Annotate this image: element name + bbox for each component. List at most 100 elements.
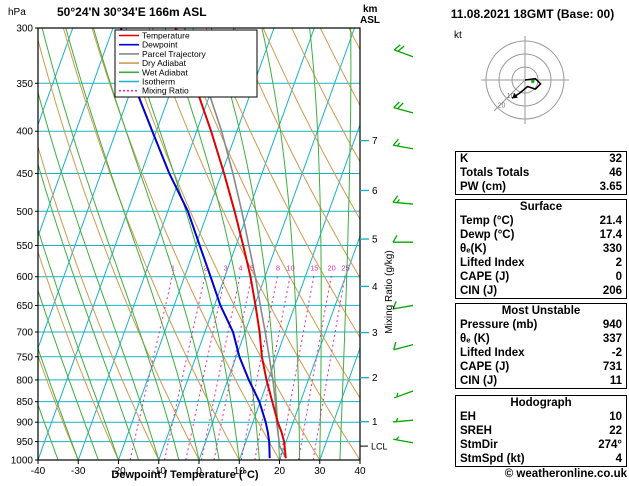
wind-barbs (392, 44, 414, 444)
svg-text:750: 750 (16, 352, 33, 363)
hodograph-ring-label: 20 (498, 102, 506, 109)
table-title: Surface (519, 201, 563, 213)
km-axis-label-asl: ASL (360, 15, 380, 26)
table-row-label: CAPE (J) (460, 361, 510, 373)
table-row-value: 2 (615, 257, 622, 269)
svg-text:20: 20 (328, 264, 336, 273)
svg-text:2: 2 (203, 264, 207, 273)
table-row-value: 206 (602, 285, 622, 297)
svg-text:3: 3 (224, 264, 228, 273)
plot-area (38, 28, 360, 460)
hodograph-ring (485, 40, 565, 120)
table-row-label: CAPE (J) (460, 271, 510, 283)
svg-text:0: 0 (196, 466, 202, 477)
temperature-curve (174, 28, 287, 459)
table-row: SREH 22 (456, 424, 626, 438)
hodograph-trace-arrow (512, 92, 518, 99)
table-row: Dewp (°C) 17.4 (456, 228, 626, 242)
hodograph-storm-marker (531, 79, 535, 83)
hodograph-diagonal-axis (493, 79, 526, 112)
svg-text:30: 30 (314, 466, 326, 477)
legend-item-label: Isotherm (142, 77, 175, 87)
svg-text:4: 4 (238, 264, 242, 273)
svg-text:800: 800 (16, 375, 33, 386)
hodograph-table: Hodograph EH 10 SREH 22 StmDir 274° StmSpd (kt)… (455, 395, 627, 467)
table-row-label: Lifted Index (460, 257, 525, 269)
svg-text:-20: -20 (111, 466, 126, 477)
svg-text:1: 1 (372, 417, 378, 428)
svg-text:40: 40 (354, 466, 366, 477)
table-row-value: 337 (602, 333, 622, 345)
svg-text:550: 550 (16, 241, 33, 252)
table-row-value: 3.65 (599, 181, 622, 193)
table-row: CAPE (J) 0 (456, 270, 626, 284)
svg-text:950: 950 (16, 437, 33, 448)
table-row-label: Temp (°C) (460, 215, 514, 227)
hodograph-ring-label: 10 (507, 93, 515, 100)
table-row-label: Totals Totals (460, 167, 530, 179)
table-row-label: StmSpd (kt) (460, 453, 525, 465)
indices-table: K 32 Totals Totals 46 PW (cm) 3.65 (455, 151, 627, 195)
table-row-label: θₑ (K) (460, 333, 490, 345)
table-row: CIN (J) 206 (456, 284, 626, 298)
most-unstable-table: Most Unstable Pressure (mb) 940 θₑ (K) 337 Li… (455, 303, 627, 389)
table-row-value: 22 (609, 425, 622, 437)
chart-layers: 1 2 3 4 5 8 10 15 20 2530035040045050055060065070… (11, 24, 414, 477)
x-axis-title: Dewpoint / Temperature (°C) (111, 469, 259, 481)
table-row-value: 32 (609, 153, 622, 165)
temp-tick-labels: -40 -30 -20 -10 0 10 20 30 40 (31, 460, 366, 477)
svg-text:25: 25 (341, 264, 349, 273)
svg-text:450: 450 (16, 169, 33, 180)
pressure-tick-labels: 300 350 400 450 500 550 600 650 700 750 800 850 900 9… (11, 24, 38, 467)
skewt-chart: 1 2 3 4 5 8 10 15 20 2530035040045050055060065070… (8, 4, 414, 481)
datetime-title: 11.08.2021 18GMT (Base: 00) (450, 7, 615, 21)
table-row: PW (cm) 3.65 (456, 180, 626, 194)
table-row-label: K (460, 153, 469, 165)
mixing-ratio-lines (129, 273, 346, 460)
table-row: K 32 (456, 152, 626, 166)
table-row: CAPE (J) 731 (456, 360, 626, 374)
table-row: Temp (°C) 21.4 (456, 214, 626, 228)
legend-item-label: Mixing Ratio (142, 86, 189, 96)
dewpoint-curve (120, 28, 271, 459)
table-row-value: 274° (598, 439, 622, 451)
table-row-value: 11 (609, 375, 622, 387)
table-row-value: 10 (609, 411, 622, 423)
svg-text:350: 350 (16, 79, 33, 90)
table-row-value: 940 (602, 319, 622, 331)
hodograph-ring (498, 53, 552, 107)
table-row-value: 46 (609, 167, 622, 179)
svg-text:-40: -40 (31, 466, 46, 477)
table-title: Hodograph (510, 397, 572, 409)
svg-text:4: 4 (372, 282, 378, 293)
svg-text:3: 3 (372, 328, 378, 339)
svg-text:650: 650 (16, 301, 33, 312)
svg-text:400: 400 (16, 127, 33, 138)
svg-text:7: 7 (372, 136, 378, 147)
svg-text:-30: -30 (71, 466, 86, 477)
svg-text:1: 1 (171, 264, 175, 273)
svg-text:5: 5 (372, 235, 378, 246)
table-row: θₑ(K) 330 (456, 242, 626, 256)
svg-text:1000: 1000 (11, 456, 34, 467)
table-row: Lifted Index 2 (456, 256, 626, 270)
svg-text:5: 5 (250, 264, 254, 273)
svg-text:2: 2 (372, 373, 378, 384)
table-row-value: 21.4 (599, 215, 622, 227)
legend-item-label: Dry Adiabat (142, 58, 187, 68)
table-row-label: θₑ(K) (460, 243, 487, 255)
legend-item-label: Dewpoint (142, 40, 178, 50)
table-row-label: CIN (J) (460, 285, 498, 297)
table-row: Lifted Index -2 (456, 346, 626, 360)
mixing-ratio-labels: 1 2 3 4 5 8 10 15 20 25 (171, 264, 350, 273)
svg-text:10: 10 (286, 264, 294, 273)
svg-text:850: 850 (16, 397, 33, 408)
svg-text:600: 600 (16, 272, 33, 283)
svg-text:LCL: LCL (371, 442, 388, 452)
table-title: Most Unstable (501, 305, 581, 317)
table-row-value: -2 (611, 347, 622, 359)
